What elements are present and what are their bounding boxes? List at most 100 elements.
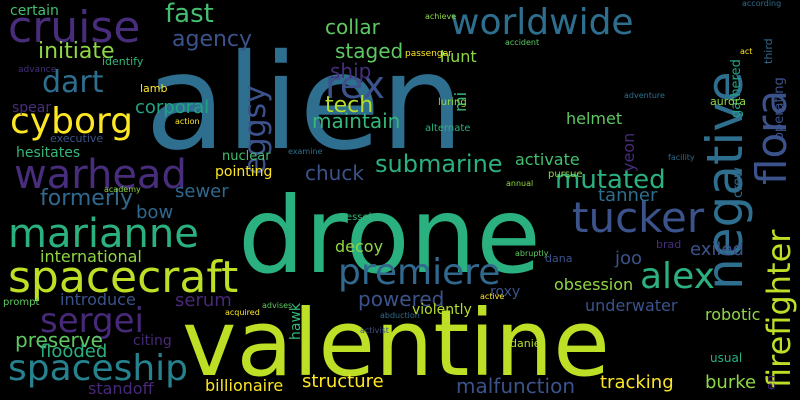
word: powered bbox=[358, 287, 444, 311]
word: hunt bbox=[440, 47, 477, 66]
word: act bbox=[740, 47, 752, 56]
word: adventure bbox=[624, 91, 665, 100]
word: abduction bbox=[380, 311, 420, 320]
word: operating bbox=[772, 77, 787, 140]
word: certain bbox=[10, 3, 59, 19]
word: usual bbox=[710, 351, 742, 365]
word: corporal bbox=[135, 97, 209, 118]
word: negative bbox=[696, 71, 754, 290]
word: billionaire bbox=[205, 376, 283, 395]
word: action bbox=[175, 117, 200, 126]
word: academy bbox=[104, 185, 141, 194]
word: violently bbox=[412, 302, 472, 318]
word: third bbox=[762, 38, 775, 64]
word: introduce bbox=[60, 290, 136, 309]
word: advance bbox=[18, 65, 57, 75]
word: structure bbox=[302, 371, 384, 392]
word: according bbox=[742, 0, 781, 8]
word: bow bbox=[136, 202, 173, 223]
word: agency bbox=[172, 27, 252, 52]
word: nuclear bbox=[222, 149, 271, 164]
word: spear bbox=[12, 100, 51, 116]
word: staged bbox=[335, 39, 403, 63]
word: burke bbox=[705, 372, 756, 393]
word: flooded bbox=[40, 341, 107, 362]
word: malfunction bbox=[456, 374, 575, 398]
word: annual bbox=[506, 179, 533, 188]
word: aurora bbox=[710, 95, 746, 108]
word: robotic bbox=[705, 305, 760, 324]
word: ship bbox=[330, 59, 371, 83]
word: hesitates bbox=[16, 145, 80, 161]
word: crew bbox=[731, 167, 746, 198]
word: accident bbox=[505, 38, 539, 47]
word: brad bbox=[656, 238, 681, 251]
word: submarine bbox=[375, 150, 503, 178]
word: international bbox=[40, 247, 142, 266]
word: gathered bbox=[729, 59, 744, 118]
word: abruptly bbox=[515, 249, 549, 258]
word: tanner bbox=[598, 185, 658, 206]
word: pointing bbox=[215, 164, 272, 180]
word: passenger bbox=[405, 49, 452, 59]
word: yeon bbox=[619, 133, 638, 172]
word: premiere bbox=[338, 252, 500, 293]
word: cruise bbox=[8, 2, 140, 53]
word: alternate bbox=[425, 123, 470, 134]
word: worldwide bbox=[450, 2, 634, 43]
word: standoff bbox=[88, 379, 155, 398]
word: alien bbox=[145, 26, 464, 180]
word: daniel bbox=[510, 337, 544, 350]
word: lamb bbox=[140, 82, 168, 95]
word: eggsy bbox=[238, 85, 273, 175]
word: identify bbox=[102, 55, 144, 68]
word: rex bbox=[325, 63, 385, 107]
word: sewer bbox=[175, 181, 229, 202]
word: formerly bbox=[40, 186, 133, 211]
word: helmet bbox=[566, 109, 622, 128]
word: mi bbox=[451, 92, 470, 112]
word: underwater bbox=[585, 296, 678, 315]
word: hawk bbox=[288, 302, 304, 340]
word: maintain bbox=[312, 109, 400, 133]
word: acquired bbox=[225, 308, 260, 317]
word: alex bbox=[640, 256, 715, 297]
word: activate bbox=[515, 150, 580, 169]
word: active bbox=[480, 292, 504, 301]
word: pursue bbox=[548, 169, 583, 180]
word: tech bbox=[325, 93, 373, 118]
word: exiled bbox=[690, 239, 744, 260]
word: initiate bbox=[38, 39, 115, 64]
word: sergei bbox=[40, 301, 144, 341]
word: roxy bbox=[490, 284, 520, 300]
word: preserve bbox=[15, 328, 103, 352]
word: luring bbox=[438, 97, 467, 108]
word: firefighter bbox=[760, 229, 798, 388]
word: achieve bbox=[425, 12, 456, 21]
word: marianne bbox=[8, 211, 199, 257]
word: dana bbox=[545, 252, 572, 265]
word: vessel bbox=[340, 212, 371, 223]
word: spacecraft bbox=[8, 252, 238, 303]
word: spaceship bbox=[8, 348, 188, 389]
word: flora bbox=[747, 90, 796, 185]
word: tracking bbox=[600, 372, 674, 393]
word: decoy bbox=[335, 237, 383, 256]
word: cyborg bbox=[10, 101, 133, 142]
word: obsession bbox=[554, 275, 633, 294]
word: drone bbox=[238, 175, 541, 297]
word: prompt bbox=[3, 297, 39, 308]
word: joo bbox=[614, 248, 642, 269]
word: fast bbox=[165, 0, 214, 29]
word: advises bbox=[262, 301, 292, 310]
word: facility bbox=[668, 153, 695, 162]
word: chuck bbox=[305, 161, 364, 185]
word: mutated bbox=[555, 165, 666, 195]
word: collar bbox=[325, 15, 381, 39]
word: valentine bbox=[182, 290, 610, 397]
word: executive bbox=[50, 132, 103, 145]
word: serum bbox=[175, 290, 232, 311]
word: citing bbox=[133, 333, 172, 349]
word: en bbox=[764, 375, 778, 390]
